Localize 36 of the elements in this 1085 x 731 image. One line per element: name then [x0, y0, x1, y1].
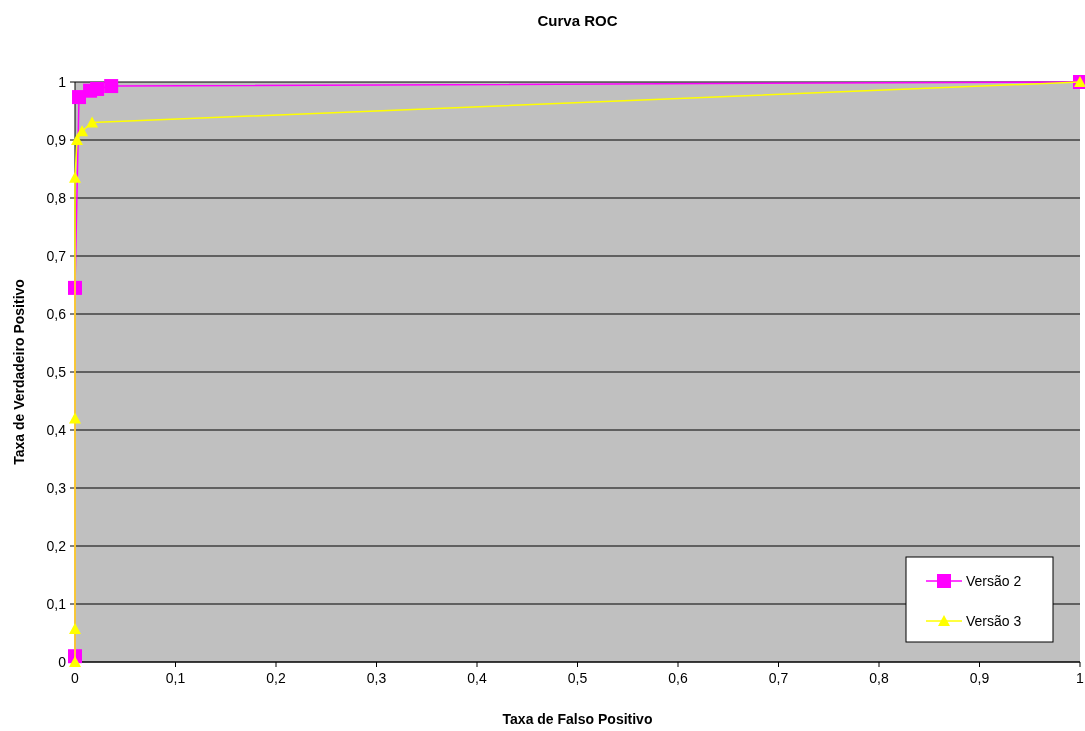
y-axis-title: Taxa de Verdadeiro Positivo: [11, 279, 27, 465]
x-tick-label: 0,5: [567, 670, 588, 686]
x-tick-label: 0: [71, 670, 80, 686]
point: [69, 171, 81, 183]
x-tick-label: 0,7: [768, 670, 789, 686]
x-tick-label: 0,9: [969, 670, 990, 686]
point: [90, 81, 105, 96]
point: [86, 116, 99, 128]
point: [104, 79, 119, 94]
x-tick-label: 0,4: [467, 670, 487, 686]
y-tick-label: 0,4: [46, 421, 67, 438]
y-tick-label: 0: [58, 653, 67, 670]
point: [69, 412, 81, 424]
y-tick-label: 0,9: [46, 131, 67, 148]
legend-label: Versão 2: [966, 572, 1022, 589]
x-tick-label: 0,2: [266, 670, 286, 686]
y-tick-label: 0,8: [46, 189, 67, 206]
point: [69, 622, 81, 634]
legend-label: Versão 3: [966, 612, 1022, 629]
point: [69, 656, 81, 667]
y-tick-label: 0,7: [46, 247, 67, 264]
y-tick-label: 1: [58, 73, 67, 90]
y-tick-label: 0,2: [46, 537, 67, 554]
point: [76, 125, 89, 137]
y-tick-label: 0,1: [46, 595, 67, 612]
x-tick-label: 1: [1076, 670, 1085, 686]
x-tick-label: 0,6: [668, 670, 688, 686]
x-tick-label: 0,3: [366, 670, 387, 686]
x-axis-title: Taxa de Falso Positivo: [502, 711, 653, 727]
y-tick-label: 0,3: [46, 479, 67, 496]
y-tick-label: 0,5: [46, 363, 67, 380]
x-tick-label: 0,1: [165, 670, 186, 686]
chart-title: Curva ROC: [537, 12, 618, 29]
point: [71, 134, 84, 145]
x-tick-label: 0,8: [869, 670, 889, 686]
y-tick-label: 0,6: [46, 305, 67, 322]
